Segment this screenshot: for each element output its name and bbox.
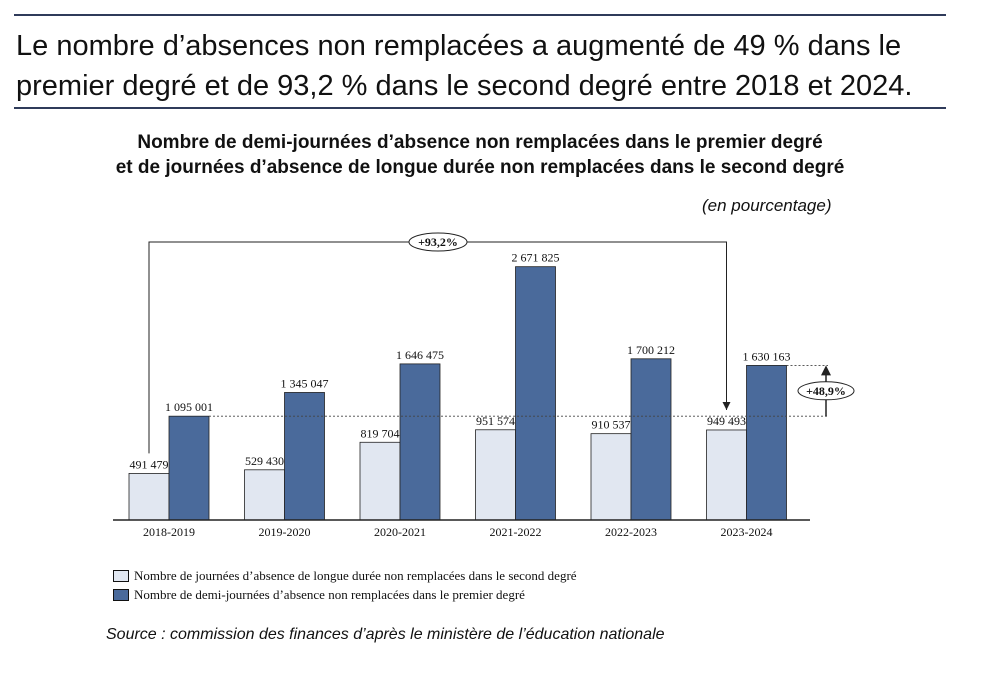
value-label-second-degre-2021-2022: 951 574 xyxy=(476,414,515,428)
annotation-badge-48 xyxy=(797,381,855,401)
source-note: Source : commission des finances d’après… xyxy=(106,626,665,643)
bar-second-degre-2021-2022 xyxy=(475,429,516,521)
bar-second-degre-2019-2020 xyxy=(244,469,285,521)
bar-second-degre-2023-2024 xyxy=(706,429,747,521)
growth-arrowhead xyxy=(821,365,831,376)
value-label-second-degre-2019-2020: 529 430 xyxy=(245,454,284,468)
legend-item-premier-degre: Nombre de demi-journées d’absence non re… xyxy=(113,585,577,604)
bar-premier-degre-2018-2019 xyxy=(168,415,210,521)
legend-swatch-light xyxy=(113,569,129,582)
tick-label-2018-2019: 2018-2019 xyxy=(143,525,195,539)
legend-label-second-degre: Nombre de journées d’absence de longue d… xyxy=(134,567,577,583)
annotation-text-48: +48,9% xyxy=(806,384,846,398)
bar-second-degre-2020-2021 xyxy=(359,441,401,521)
value-label-premier-degre-2019-2020: 1 345 047 xyxy=(281,376,329,390)
headline-line-2: premier degré et de 93,2 % dans le secon… xyxy=(16,70,913,102)
chart-title-line-1: Nombre de demi-journées d’absence non re… xyxy=(137,132,823,153)
value-label-premier-degre-2022-2023: 1 700 212 xyxy=(627,343,675,357)
legend-label-premier-degre: Nombre de demi-journées d’absence non re… xyxy=(134,586,525,602)
tick-label-2023-2024: 2023-2024 xyxy=(721,525,773,539)
headline-line-1: Le nombre d’absences non remplacées a au… xyxy=(16,30,902,62)
bar-second-degre-2022-2023 xyxy=(590,433,632,521)
chart-title-line-2: et de journées d’absence de longue durée… xyxy=(115,157,845,178)
tick-label-2019-2020: 2019-2020 xyxy=(259,525,311,539)
value-label-premier-degre-2018-2019: 1 095 001 xyxy=(165,400,213,414)
annotations-layer: +93,2% +48,9% xyxy=(148,232,855,454)
bars-layer xyxy=(113,266,810,521)
value-label-second-degre-2018-2019: 491 479 xyxy=(130,457,169,471)
labels-layer: 491 479 1 095 001 2018-2019 529 430 1 345 04… xyxy=(130,251,791,539)
headline-bottom-rule xyxy=(14,107,946,109)
annotation-arrowhead-second-degre xyxy=(722,401,731,410)
bar-premier-degre-2019-2020 xyxy=(284,392,325,521)
bar-premier-degre-2021-2022 xyxy=(515,266,556,521)
annotation-badge-93 xyxy=(408,232,468,252)
headline: Le nombre d’absences non remplacées a au… xyxy=(16,26,956,106)
tick-label-2020-2021: 2020-2021 xyxy=(374,525,426,539)
tick-label-2021-2022: 2021-2022 xyxy=(490,525,542,539)
value-label-premier-degre-2021-2022: 2 671 825 xyxy=(512,251,560,265)
value-label-premier-degre-2023-2024: 1 630 163 xyxy=(743,349,791,363)
bar-premier-degre-2023-2024 xyxy=(746,365,787,521)
legend-item-second-degre: Nombre de journées d’absence de longue d… xyxy=(113,566,577,585)
chart-title: Nombre de demi-journées d’absence non re… xyxy=(0,130,960,180)
bar-second-degre-2018-2019 xyxy=(128,473,170,521)
value-label-premier-degre-2020-2021: 1 646 475 xyxy=(396,348,444,362)
value-label-second-degre-2020-2021: 819 704 xyxy=(361,426,400,440)
value-label-second-degre-2022-2023: 910 537 xyxy=(592,418,631,432)
top-rule xyxy=(14,14,946,16)
unit-note: (en pourcentage) xyxy=(702,196,832,215)
tick-label-2022-2023: 2022-2023 xyxy=(605,525,657,539)
annotation-text-93: +93,2% xyxy=(418,235,458,249)
value-label-second-degre-2023-2024: 949 493 xyxy=(707,414,746,428)
bar-premier-degre-2022-2023 xyxy=(630,358,672,521)
bar-premier-degre-2020-2021 xyxy=(399,363,441,521)
legend-swatch-dark xyxy=(113,588,129,601)
legend: Nombre de journées d’absence de longue d… xyxy=(113,566,577,604)
